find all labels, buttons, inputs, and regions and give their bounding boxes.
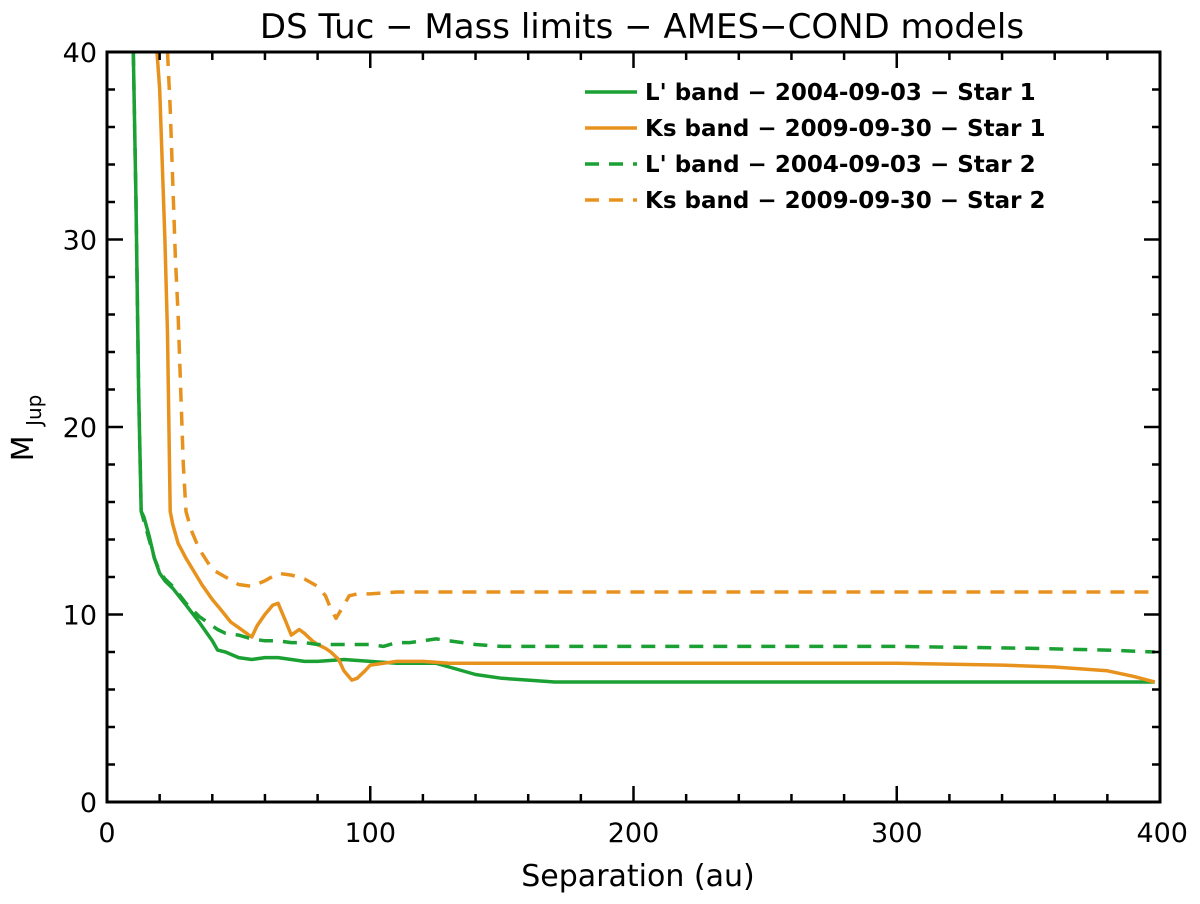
y-axis-label-sub: Jup xyxy=(22,395,46,428)
legend-label-1: L' band − 2004-09-03 − Star 1 xyxy=(645,80,1036,106)
y-axis-label-main: M xyxy=(6,435,41,461)
series-line-1 xyxy=(131,52,1155,684)
series-line-3 xyxy=(131,52,1155,654)
series-line-2 xyxy=(155,52,1156,684)
legend: L' band − 2004-09-03 − Star 1 Ks band − 2… xyxy=(585,80,1045,214)
y-tick-label-0: 0 xyxy=(80,788,97,819)
y-tick-label-30: 30 xyxy=(63,226,97,257)
y-tick-label-20: 20 xyxy=(63,413,97,444)
legend-label-3: L' band − 2004-09-03 − Star 2 xyxy=(645,152,1036,178)
x-tick-label-400: 400 xyxy=(1136,818,1188,849)
x-tick-label-200: 200 xyxy=(608,818,660,849)
chart-title: DS Tuc − Mass limits − AMES−COND models xyxy=(260,7,1024,47)
x-axis-label: Separation (au) xyxy=(521,859,754,894)
x-tick-label-100: 100 xyxy=(344,818,396,849)
x-tick-label-300: 300 xyxy=(871,818,923,849)
x-tick-label-0: 0 xyxy=(98,818,115,849)
y-tick-label-10: 10 xyxy=(63,601,97,632)
y-axis-label: M Jup xyxy=(6,395,46,462)
axis-ticks: 0 100 200 300 400 0 10 20 30 40 xyxy=(63,38,1188,849)
legend-label-4: Ks band − 2009-09-30 − Star 2 xyxy=(645,188,1045,214)
legend-label-2: Ks band − 2009-09-30 − Star 1 xyxy=(645,116,1045,142)
series-lines xyxy=(131,52,1156,684)
y-tick-label-40: 40 xyxy=(63,38,97,69)
